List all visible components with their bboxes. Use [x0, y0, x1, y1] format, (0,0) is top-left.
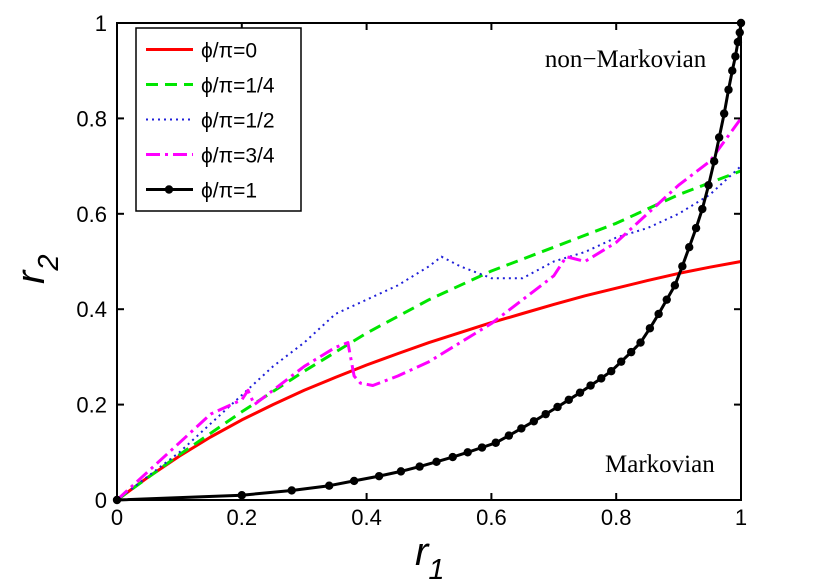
- series-line-2: [116, 165, 742, 501]
- series-4-point: [685, 242, 694, 252]
- y-tick-label: 0.8: [76, 106, 107, 131]
- series-line-3: [115, 117, 743, 502]
- series-4-point: [517, 424, 526, 433]
- y-axis-title-sub: 2: [33, 255, 65, 272]
- x-tick-label: 0: [111, 505, 123, 530]
- x-tick-label: 0.6: [476, 505, 507, 530]
- series-4-point: [491, 438, 500, 447]
- legend-label-2: ϕ/π=1/2: [201, 110, 275, 133]
- axis-titles: r1 r2: [9, 255, 444, 586]
- x-tick-label: 0.4: [351, 505, 382, 530]
- series-4-point: [724, 85, 733, 94]
- series-4-point: [396, 467, 406, 476]
- series-4-point: [586, 381, 595, 390]
- series-4-point: [553, 402, 562, 412]
- series-4-point: [415, 462, 424, 471]
- series-4-point: [670, 281, 680, 290]
- series-4-point: [616, 357, 626, 366]
- series-4-point: [735, 28, 744, 37]
- series-4-point: [678, 262, 687, 271]
- series-4-point: [463, 448, 472, 457]
- y-tick-label: 0.2: [76, 393, 107, 418]
- series-4-point: [719, 109, 729, 118]
- legend-marker: [164, 185, 174, 194]
- series-4-point: [714, 133, 724, 142]
- series-4-point: [709, 157, 719, 166]
- series-4-point: [541, 409, 550, 419]
- x-tick-label: 1: [735, 505, 747, 530]
- series-4-point: [636, 338, 645, 347]
- x-tick-label: 0.2: [227, 505, 258, 530]
- series-4-point: [733, 37, 743, 47]
- x-axis-title-sub: 1: [428, 554, 444, 586]
- series-4-point: [432, 457, 441, 467]
- axes: 0 0.2 0.4 0.6 0.8 1 0 0.2 0.4 0.6 0.8 1: [76, 11, 747, 530]
- annotation-non-markovian: non−Markovian: [545, 46, 707, 73]
- y-tick-label: 1: [95, 11, 107, 36]
- region-labels: non−Markovian Markovian: [545, 46, 715, 478]
- series-4-point: [448, 452, 457, 462]
- legend-box: [135, 27, 302, 212]
- series-4-point: [626, 347, 636, 357]
- x-axis-title-main: r: [415, 530, 430, 574]
- series-4-point: [374, 471, 384, 481]
- y-tick-label: 0.4: [76, 297, 107, 322]
- legend-label-1: ϕ/π=1/4: [201, 75, 275, 98]
- x-axis-title: r1: [415, 530, 444, 586]
- y-tick-label: 0.6: [76, 202, 107, 227]
- series-4-point: [691, 223, 701, 233]
- series-line-1: [116, 169, 742, 502]
- series-line-0: [116, 260, 742, 502]
- x-tick-label: 0.8: [601, 505, 632, 530]
- axes-frame: [116, 22, 742, 501]
- legend-label-0: ϕ/π=0: [201, 40, 257, 63]
- legend-label-3: ϕ/π=3/4: [201, 145, 275, 168]
- series-4-point: [704, 180, 713, 190]
- series-4-point: [597, 374, 606, 383]
- series-4-point: [645, 324, 655, 333]
- series-4-point: [662, 295, 671, 304]
- series-4-point: [607, 367, 616, 376]
- y-axis-title-main: r: [9, 269, 53, 284]
- series-4-point: [654, 309, 663, 319]
- series-4-point: [324, 481, 334, 490]
- y-axis-title: r2: [9, 255, 65, 284]
- series-4-point: [287, 486, 296, 495]
- series-4-point: [731, 52, 740, 61]
- legend-label-4: ϕ/π=1: [201, 180, 257, 203]
- y-tick-label: 0: [95, 488, 107, 513]
- series-4-point: [504, 431, 514, 440]
- series-4-point: [477, 443, 487, 452]
- series-4-point: [564, 395, 573, 405]
- annotation-markovian: Markovian: [605, 451, 715, 478]
- series-4-point: [575, 388, 585, 397]
- series-4-point: [349, 476, 359, 486]
- series-4-point: [698, 204, 707, 214]
- legend: ϕ/π=0 ϕ/π=1/4 ϕ/π=1/2 ϕ/π=3/4 ϕ/π=1: [135, 27, 302, 212]
- series-4-point: [728, 66, 737, 75]
- series-4-point: [529, 417, 539, 426]
